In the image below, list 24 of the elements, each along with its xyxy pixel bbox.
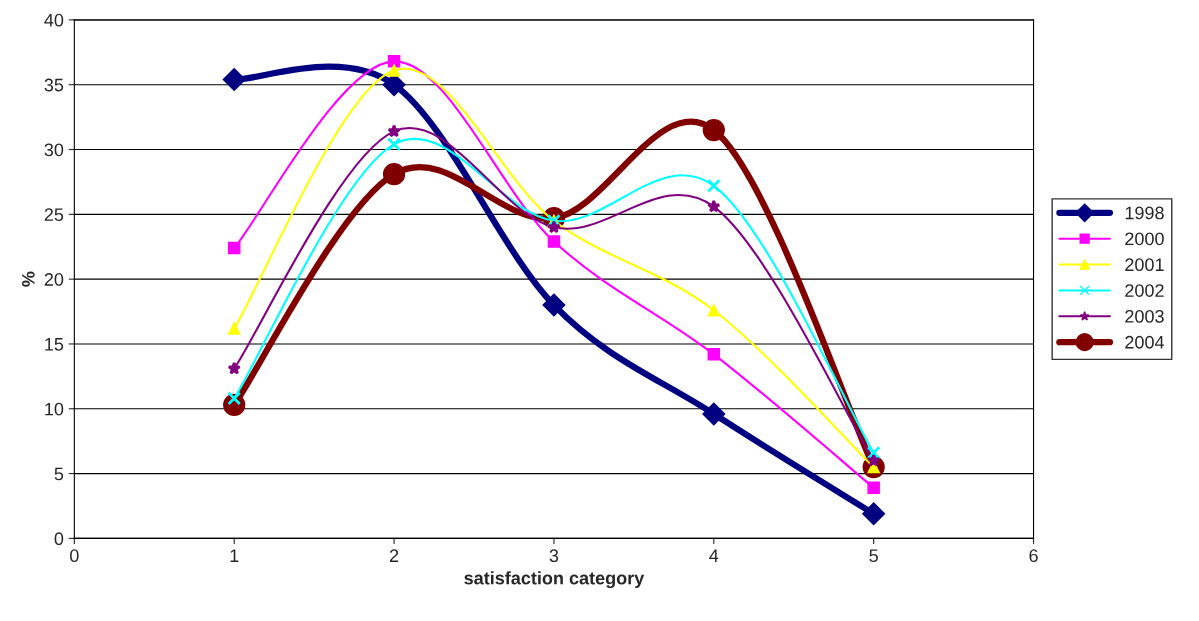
x-axis-title: satisfaction category — [464, 571, 645, 589]
x-tick-label: 5 — [869, 549, 878, 563]
y-tick-label: 25 — [44, 208, 64, 222]
y-tick-label: 5 — [54, 467, 64, 481]
legend-label: 1998 — [1125, 206, 1164, 220]
y-tick-label: 35 — [44, 78, 64, 92]
y-tick-label: 0 — [54, 532, 64, 546]
legend-label: 2004 — [1125, 335, 1165, 349]
y-tick-label: 40 — [44, 13, 64, 27]
y-tick-label: 30 — [44, 143, 64, 157]
legend-label: 2002 — [1125, 284, 1164, 297]
x-tick-label: 0 — [70, 549, 79, 563]
x-tick-label: 3 — [549, 549, 559, 563]
legend-label: 2000 — [1125, 232, 1164, 246]
y-tick-label: 10 — [45, 402, 64, 416]
x-tick-label: 2 — [389, 549, 399, 562]
y-tick-label: 15 — [45, 338, 64, 351]
y-tick-label: 20 — [44, 273, 64, 286]
legend-label: 2001 — [1125, 258, 1164, 272]
x-tick-label: 1 — [230, 549, 239, 562]
y-axis-title: % — [21, 271, 35, 287]
x-tick-label: 6 — [1029, 549, 1038, 563]
x-tick-label: 4 — [709, 549, 719, 562]
legend-label: 2003 — [1125, 309, 1164, 323]
